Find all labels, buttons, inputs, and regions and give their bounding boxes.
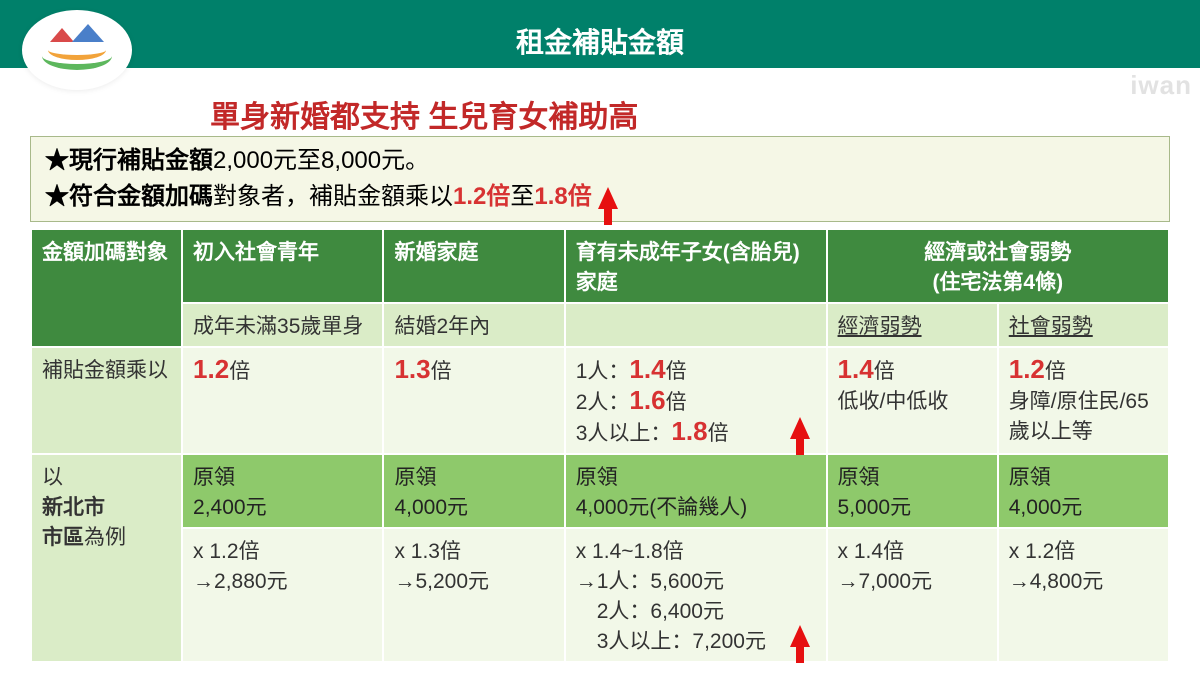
subsidy-table: 金額加碼對象 初入社會青年 新婚家庭 育有未成年子女(含胎兒)家庭 經濟或社會弱…	[30, 228, 1170, 663]
table-row: 補貼金額乘以 1.2倍 1.3倍 1人：1.4倍 2人：1.6倍 3人以上：1.…	[31, 347, 1169, 454]
sub-newly: 結婚2年內	[383, 303, 564, 347]
info-box: ★現行補貼金額2,000元至8,000元。 ★符合金額加碼對象者，補貼金額乘以1…	[30, 136, 1170, 222]
orig-econ: 原領5,000元	[827, 454, 998, 528]
mult-newly: 1.3倍	[383, 347, 564, 454]
mult-label: 補貼金額乘以	[31, 347, 182, 454]
subtitle: 單身新婚都支持 生兒育女補助高	[210, 92, 638, 136]
up-arrow-icon	[598, 187, 618, 209]
mult-soc: 1.2倍 身障/原住民/65歲以上等	[998, 347, 1169, 454]
orig-child: 原領4,000元(不論幾人)	[565, 454, 827, 528]
info-2e: 至	[510, 183, 534, 210]
example-label: 以 新北市 市區為例	[31, 454, 182, 662]
logo-icon	[42, 26, 112, 74]
col-newly: 新婚家庭	[383, 229, 564, 303]
info-2b: 金額加碼	[117, 183, 213, 210]
sub-soc: 社會弱勢	[998, 303, 1169, 347]
info-2a: ★符合	[45, 183, 117, 210]
up-arrow-icon	[790, 417, 810, 439]
col-youth: 初入社會青年	[182, 229, 383, 303]
mult-econ: 1.4倍 低收/中低收	[827, 347, 998, 454]
orig-newly: 原領4,000元	[383, 454, 564, 528]
info-1a: ★現行補貼金額	[45, 147, 213, 174]
info-2c: 對象者，補貼金額乘以	[213, 183, 453, 210]
mult-youth: 1.2倍	[182, 347, 383, 454]
table-row: 以 新北市 市區為例 原領2,400元 原領4,000元 原領4,000元(不論…	[31, 454, 1169, 528]
header-band: 租金補貼金額	[0, 18, 1200, 68]
calc-econ: x 1.4倍→7,000元	[827, 528, 998, 662]
table-row: 成年未滿35歲單身 結婚2年內 經濟弱勢 社會弱勢	[31, 303, 1169, 347]
info-line-2: ★符合金額加碼對象者，補貼金額乘以1.2倍至1.8倍	[45, 179, 1155, 215]
table-row: x 1.2倍→2,880元 x 1.3倍→5,200元 x 1.4~1.8倍 →…	[31, 528, 1169, 662]
table-row: 金額加碼對象 初入社會青年 新婚家庭 育有未成年子女(含胎兒)家庭 經濟或社會弱…	[31, 229, 1169, 303]
col-disadv: 經濟或社會弱勢 (住宅法第4條)	[827, 229, 1169, 303]
row-header-cell: 金額加碼對象	[31, 229, 182, 347]
sub-child	[565, 303, 827, 347]
page-title: 租金補貼金額	[516, 27, 684, 58]
col-child: 育有未成年子女(含胎兒)家庭	[565, 229, 827, 303]
info-line-1: ★現行補貼金額2,000元至8,000元。	[45, 143, 1155, 179]
mult-child: 1人：1.4倍 2人：1.6倍 3人以上：1.8倍	[565, 347, 827, 454]
watermark: iwan	[1130, 70, 1192, 101]
info-1b: 2,000元至8,000元。	[213, 147, 429, 174]
calc-newly: x 1.3倍→5,200元	[383, 528, 564, 662]
calc-youth: x 1.2倍→2,880元	[182, 528, 383, 662]
orig-youth: 原領2,400元	[182, 454, 383, 528]
info-2d: 1.2倍	[453, 183, 510, 210]
calc-soc: x 1.2倍→4,800元	[998, 528, 1169, 662]
calc-child: x 1.4~1.8倍 →1人：5,600元 2人：6,400元 3人以上：7,2…	[565, 528, 827, 662]
sub-econ: 經濟弱勢	[827, 303, 998, 347]
sub-youth: 成年未滿35歲單身	[182, 303, 383, 347]
info-2f: 1.8倍	[534, 183, 591, 210]
top-stripe	[0, 0, 1200, 18]
up-arrow-icon	[790, 625, 810, 647]
logo	[22, 10, 132, 90]
orig-soc: 原領4,000元	[998, 454, 1169, 528]
